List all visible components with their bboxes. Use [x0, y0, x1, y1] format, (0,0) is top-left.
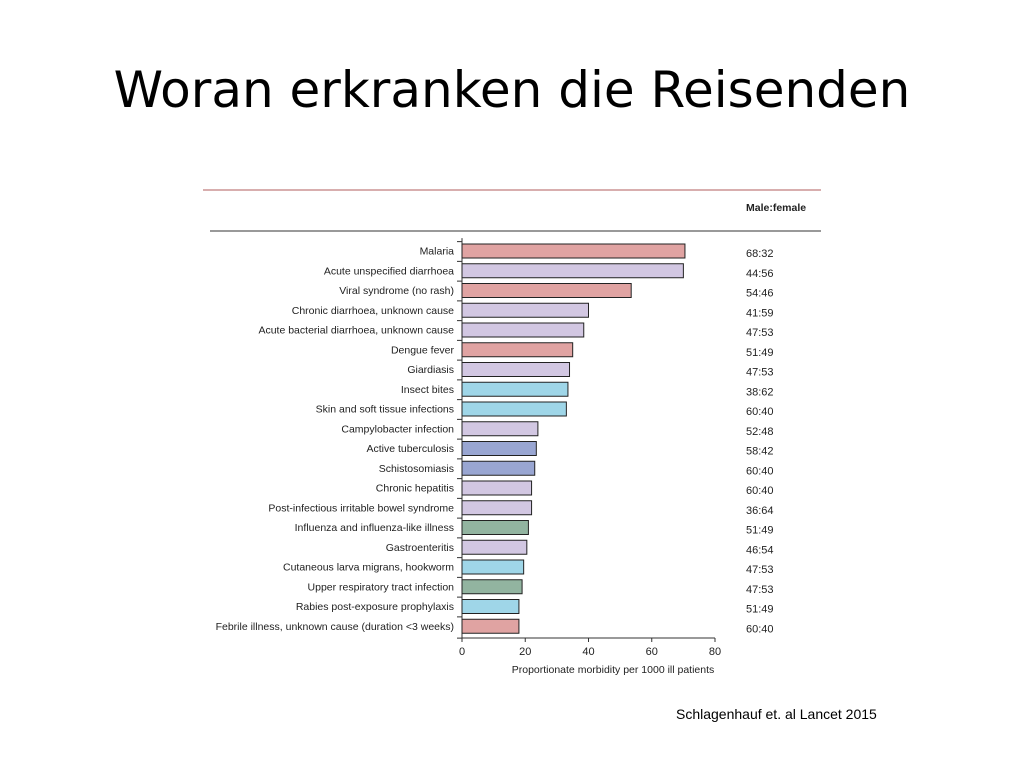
category-label: Rabies post-exposure prophylaxis [296, 601, 454, 613]
citation: Schlagenhauf et. al Lancet 2015 [676, 706, 877, 722]
bar [461, 599, 520, 614]
ratio-label: 60:40 [746, 485, 774, 497]
category-label: Viral syndrome (no rash) [339, 285, 454, 297]
ratio-label: 58:42 [746, 446, 774, 458]
x-tick-label: 40 [582, 646, 594, 658]
bar [461, 263, 684, 279]
category-label: Giardiasis [407, 364, 454, 376]
category-label: Chronic hepatitis [376, 483, 454, 495]
bar [461, 460, 536, 476]
x-axis-label: Proportionate morbidity per 1000 ill pat… [512, 664, 715, 676]
x-tick-label: 60 [646, 646, 658, 658]
category-label: Insect bites [401, 384, 454, 396]
ratio-label: 36:64 [746, 505, 774, 517]
category-label: Gastroenteritis [386, 542, 454, 554]
ratio-label: 60:40 [746, 623, 774, 635]
slide-title: Woran erkranken die Reisenden [113, 61, 911, 119]
header-label: Male:female [746, 202, 806, 214]
category-label: Chronic diarrhoea, unknown cause [292, 305, 454, 317]
category-label: Acute bacterial diarrhoea, unknown cause [258, 325, 454, 337]
ratio-label: 47:53 [746, 367, 774, 379]
category-label: Malaria [420, 246, 455, 258]
bar [461, 559, 525, 575]
ratio-label: 60:40 [746, 465, 774, 477]
ratio-label: 51:49 [746, 525, 774, 537]
bar [461, 441, 537, 456]
category-label: Active tuberculosis [366, 443, 454, 455]
bar [461, 283, 632, 298]
bar [461, 401, 567, 417]
bar [461, 520, 529, 535]
category-label: Skin and soft tissue infections [316, 404, 454, 416]
category-label: Febrile illness, unknown cause (duration… [216, 621, 454, 633]
ratio-label: 52:48 [746, 426, 774, 438]
category-label: Post-infectious irritable bowel syndrome [268, 502, 454, 514]
ratio-label: 47:53 [746, 584, 774, 596]
x-tick-label: 0 [459, 646, 465, 658]
category-label: Dengue fever [391, 344, 455, 356]
bar [461, 500, 533, 516]
bar [461, 362, 571, 377]
bar [461, 381, 569, 397]
x-tick-label: 20 [519, 646, 531, 658]
bar [461, 618, 520, 634]
bar [461, 243, 686, 259]
ratio-label: 47:53 [746, 564, 774, 576]
category-label: Upper respiratory tract infection [308, 581, 455, 593]
bar [461, 579, 523, 595]
ratio-label: 41:59 [746, 307, 774, 319]
bar [461, 342, 574, 358]
category-label: Cutaneous larva migrans, hookworm [283, 562, 454, 574]
ratio-label: 60:40 [746, 406, 774, 418]
ratio-label: 47:53 [746, 327, 774, 339]
bar [461, 539, 528, 555]
x-tick-label: 80 [709, 646, 721, 658]
bar [461, 322, 585, 338]
ratio-label: 68:32 [746, 248, 774, 260]
category-label: Influenza and influenza-like illness [295, 522, 454, 534]
bar [461, 421, 539, 437]
ratio-label: 51:49 [746, 347, 774, 359]
ratio-label: 46:54 [746, 544, 774, 556]
category-label: Acute unspecified diarrhoea [324, 265, 454, 277]
ratio-label: 38:62 [746, 386, 774, 398]
ratio-label: 54:46 [746, 288, 774, 300]
bar [461, 302, 589, 318]
ratio-label: 44:56 [746, 268, 774, 280]
category-label: Campylobacter infection [341, 423, 454, 435]
ratio-label: 51:49 [746, 604, 774, 616]
bar [461, 480, 533, 496]
category-label: Schistosomiasis [379, 463, 454, 475]
